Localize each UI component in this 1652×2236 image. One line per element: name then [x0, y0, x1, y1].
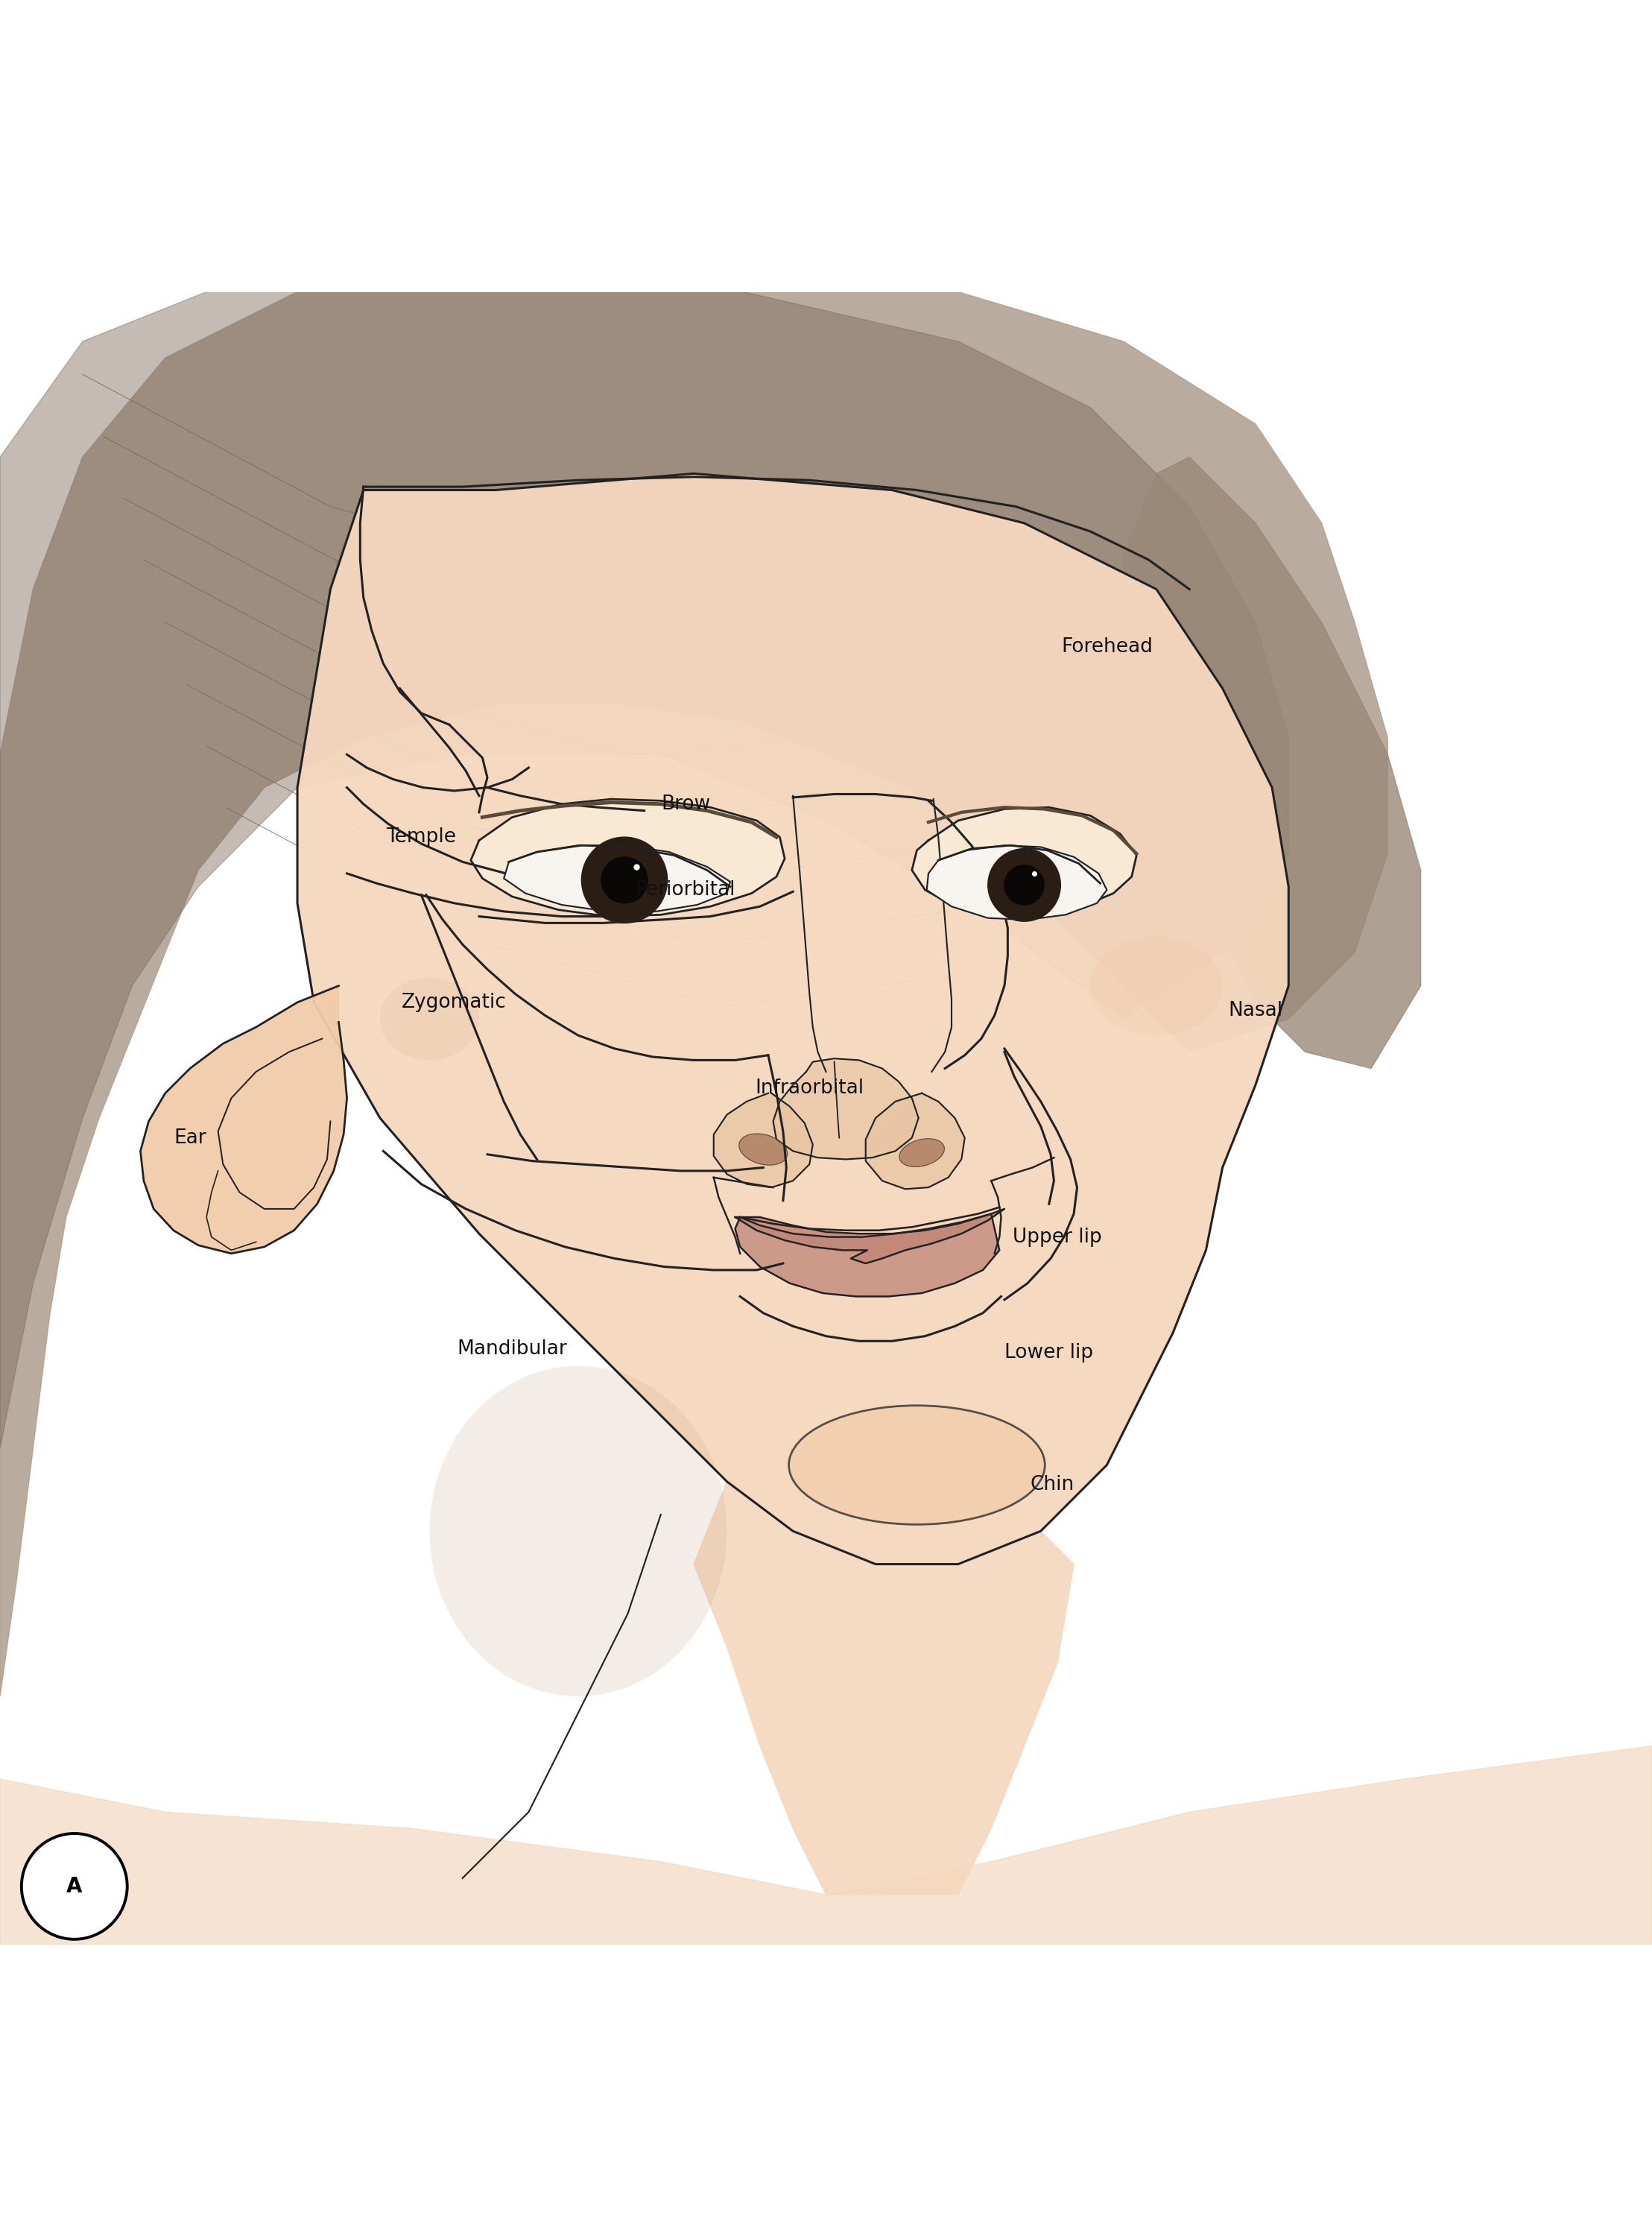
Ellipse shape — [790, 1406, 1046, 1525]
Text: Lower lip: Lower lip — [1004, 1344, 1094, 1362]
Polygon shape — [1123, 456, 1421, 1069]
Ellipse shape — [380, 977, 479, 1060]
Polygon shape — [735, 1214, 999, 1297]
Text: A: A — [66, 1876, 83, 1896]
Polygon shape — [0, 259, 1388, 1697]
Polygon shape — [927, 845, 1107, 919]
Text: Upper lip: Upper lip — [1013, 1228, 1102, 1248]
Polygon shape — [471, 798, 785, 917]
Circle shape — [21, 1834, 127, 1939]
Text: Mandibular: Mandibular — [458, 1339, 567, 1359]
Polygon shape — [773, 1058, 919, 1158]
Polygon shape — [140, 986, 347, 1254]
Circle shape — [601, 856, 648, 903]
Text: Ear: Ear — [173, 1129, 206, 1147]
Polygon shape — [735, 1181, 991, 1254]
Text: Temple: Temple — [387, 827, 456, 847]
Text: Forehead: Forehead — [1061, 637, 1153, 657]
Circle shape — [1004, 865, 1044, 906]
Polygon shape — [714, 1093, 813, 1187]
Polygon shape — [0, 1746, 1652, 1943]
Ellipse shape — [430, 1366, 727, 1697]
Ellipse shape — [899, 1138, 945, 1167]
Ellipse shape — [1090, 937, 1222, 1035]
Text: Zygomatic: Zygomatic — [401, 993, 507, 1013]
Circle shape — [988, 850, 1061, 921]
Text: Infraorbital: Infraorbital — [755, 1078, 864, 1098]
Polygon shape — [912, 807, 1137, 917]
Text: Chin: Chin — [1031, 1476, 1074, 1494]
Polygon shape — [735, 1210, 1004, 1263]
Circle shape — [582, 836, 667, 923]
Text: Periorbital: Periorbital — [636, 881, 735, 899]
Text: Nasal: Nasal — [1229, 1002, 1282, 1020]
Polygon shape — [504, 845, 730, 912]
Polygon shape — [297, 474, 1289, 1565]
Text: Brow: Brow — [661, 794, 710, 814]
Ellipse shape — [738, 1134, 788, 1165]
Polygon shape — [694, 1482, 1074, 1894]
Polygon shape — [866, 1093, 965, 1190]
Polygon shape — [0, 275, 1289, 1449]
